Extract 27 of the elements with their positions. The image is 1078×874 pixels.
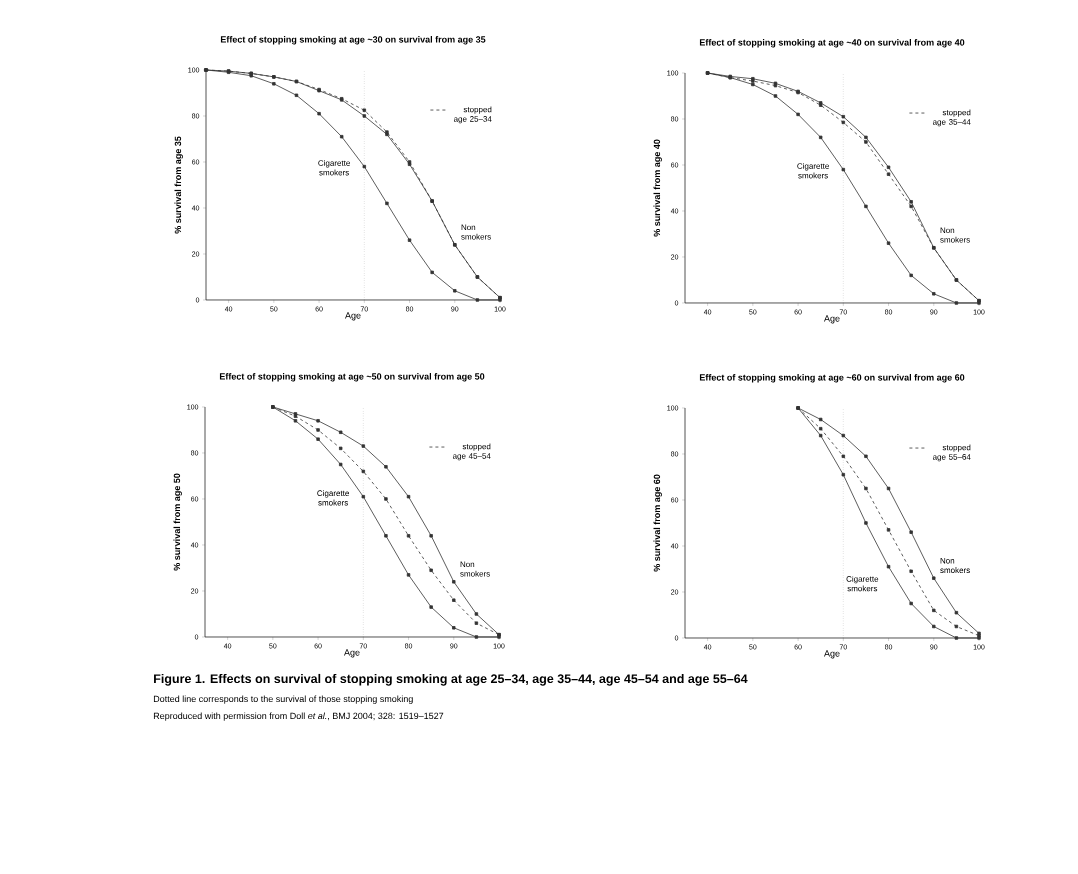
legend-label: stopped age 45–54 [452,443,491,461]
series-label: Cigarette smokers [317,490,349,506]
series-label: Cigarette smokers [846,575,879,592]
series-label: Non smokers [940,227,970,243]
legend-label: stopped age 35–44 [932,109,971,127]
series-label: Non smokers [940,557,970,573]
caption: Figure 1. Effects on survival of stopping smoking at age 25–34, age 35–44, age 45–54 and age 55–64 [154,673,748,686]
text: Dotted line corresponds to the survival of those stopping smoking [153,695,413,704]
series-label: Cigarette smokers [797,163,829,179]
y-axis-title: % survival from age 40 [653,139,662,237]
y-axis-title: % survival from age 60 [653,474,662,572]
x-axis-title: Age [344,649,360,658]
series-label: Non smokers [460,561,490,577]
y-axis-title: % survival from age 50 [173,473,182,571]
x-axis-title: Age [345,312,361,321]
text: Reproduced with permission from Doll et al., BMJ 2004; 328: 1519–1527 [153,712,444,721]
x-axis-title: Age [824,650,840,659]
series-label: Non smokers [461,224,491,240]
chart-title: Effect of stopping smoking at age ~50 on survival from age 50 [219,373,485,382]
y-axis-title: % survival from age 35 [174,136,183,234]
chart-title: Effect of stopping smoking at age ~30 on survival from age 35 [220,36,486,45]
x-axis-title: Age [824,315,840,324]
chart-title: Effect of stopping smoking at age ~40 on survival from age 40 [699,39,965,48]
series-label: Cigarette smokers [318,160,350,176]
legend-label: stopped age 25–34 [453,106,492,124]
chart-title: Effect of stopping smoking at age ~60 on survival from age 60 [699,374,965,383]
legend-label: stopped age 55–64 [932,444,971,462]
